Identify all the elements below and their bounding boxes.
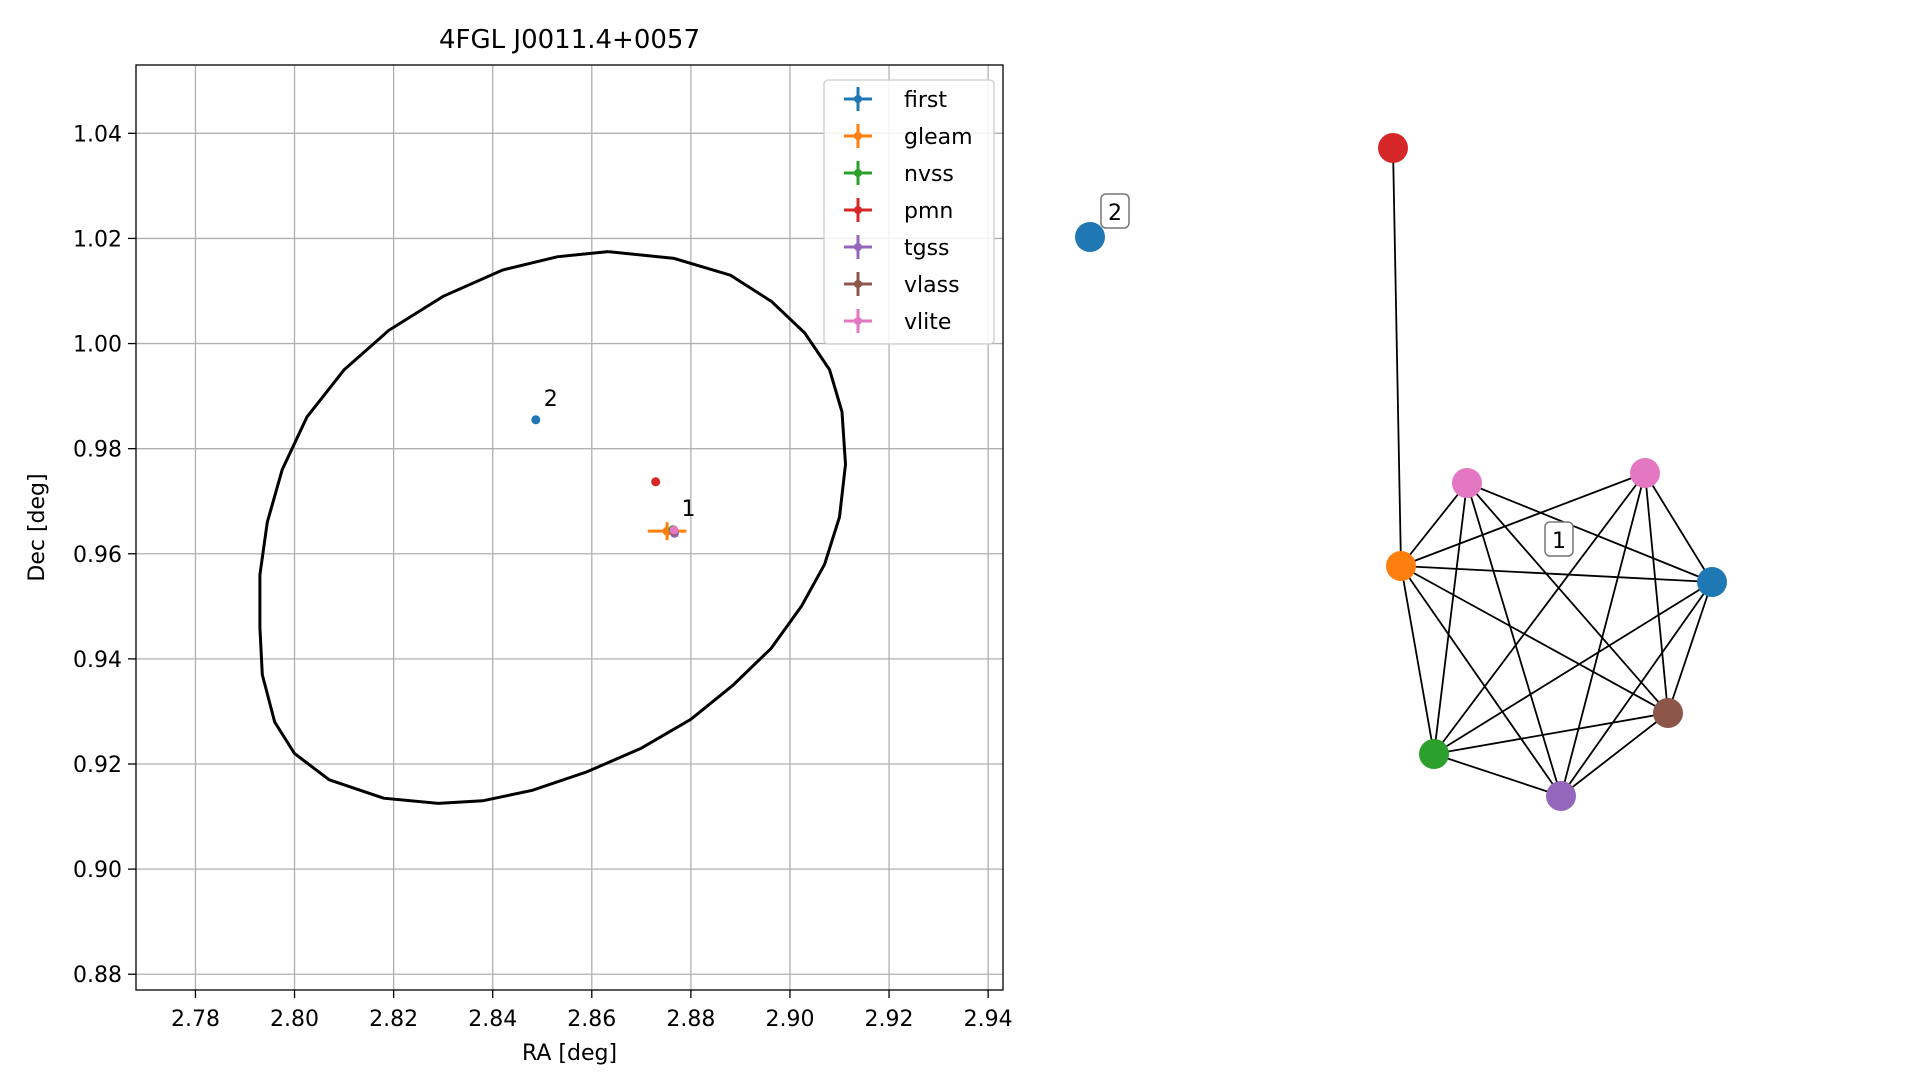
legend-label: vlass: [904, 273, 960, 298]
legend-label: vlite: [904, 310, 951, 335]
x-tick-label: 2.94: [964, 1007, 1013, 1032]
network-edge: [1400, 472, 1646, 567]
x-tick-label: 2.90: [765, 1007, 814, 1032]
network-nodes: [1075, 133, 1727, 811]
network-edge: [1433, 712, 1669, 755]
svg-text:1: 1: [1552, 529, 1566, 554]
x-tick-label: 2.82: [369, 1007, 418, 1032]
network-node: [1386, 551, 1416, 581]
y-axis-label: Dec [deg]: [25, 473, 50, 581]
network-node: [1075, 222, 1105, 252]
legend-label: tgss: [904, 236, 950, 261]
network-edge: [1560, 712, 1669, 797]
network-node: [1419, 739, 1449, 769]
match-network-graph: 12: [1075, 133, 1727, 811]
network-edge: [1644, 472, 1669, 714]
x-tick-label: 2.92: [865, 1007, 914, 1032]
network-edge: [1392, 147, 1402, 567]
network-edge: [1433, 472, 1646, 755]
network-node: [1452, 468, 1482, 498]
svg-text:2: 2: [1108, 201, 1122, 226]
network-edge: [1400, 565, 1669, 714]
localization-ellipse: [258, 250, 848, 805]
y-tick-label: 0.96: [73, 543, 122, 568]
component-label: 2: [1100, 193, 1130, 229]
network-edges: [1392, 147, 1713, 797]
y-tick-label: 0.90: [73, 858, 122, 883]
y-tick-label: 1.02: [73, 227, 122, 252]
y-tick-label: 0.94: [73, 648, 122, 673]
x-tick-label: 2.78: [171, 1007, 220, 1032]
network-node: [1546, 781, 1576, 811]
annotation-label: 2: [544, 387, 558, 412]
legend-item-gleam: gleam: [844, 124, 973, 150]
network-edge: [1466, 482, 1713, 583]
component-label: 1: [1544, 521, 1574, 557]
network-edge: [1560, 581, 1713, 797]
network-node: [1630, 458, 1660, 488]
legend-item-tgss: tgss: [844, 235, 950, 261]
x-axis-ticks: 2.78 2.80 2.82 2.84 2.86 2.88 2.90 2.92 2.94: [171, 990, 1013, 1032]
legend-item-vlite: vlite: [844, 309, 951, 335]
network-node: [1378, 133, 1408, 163]
point-annotations: 12: [544, 387, 696, 522]
y-tick-label: 0.98: [73, 438, 122, 463]
y-axis-ticks: 0.88 0.90 0.92 0.94 0.96 0.98 1.00 1.02 1.04: [73, 122, 136, 988]
network-edge: [1400, 565, 1562, 797]
legend: first gleam nvss pmn tgss vlass vlite: [823, 79, 995, 345]
network-edge: [1466, 482, 1669, 714]
chart-title: 4FGL J0011.4+0057: [439, 25, 700, 55]
x-tick-label: 2.80: [270, 1007, 319, 1032]
y-tick-label: 0.92: [73, 753, 122, 778]
x-axis-label: RA [deg]: [522, 1041, 617, 1066]
legend-label: pmn: [904, 199, 953, 224]
legend-label: nvss: [904, 162, 954, 187]
point-pmn: [651, 477, 661, 487]
error-ellipse: [258, 250, 848, 805]
point-vlite: [669, 525, 679, 535]
legend-box: [823, 79, 995, 345]
network-edge: [1400, 482, 1468, 567]
network-edge: [1667, 581, 1713, 714]
y-tick-label: 1.00: [73, 333, 122, 358]
legend-label: gleam: [904, 125, 973, 150]
network-edge: [1560, 472, 1646, 797]
network-edge: [1466, 482, 1562, 797]
plot-frame: [135, 64, 1004, 991]
x-tick-label: 2.88: [666, 1007, 715, 1032]
annotation-label: 1: [682, 497, 696, 522]
network-node: [1653, 698, 1683, 728]
network-edge: [1433, 581, 1713, 755]
marker: [669, 525, 679, 535]
grid: [136, 65, 1003, 990]
network-edge: [1433, 753, 1562, 797]
legend-item-vlass: vlass: [844, 272, 960, 298]
point-gleam: [647, 522, 687, 541]
point-first: [531, 415, 541, 425]
legend-item-pmn: pmn: [844, 198, 953, 224]
y-tick-label: 1.04: [73, 122, 122, 147]
legend-item-nvss: nvss: [844, 161, 954, 187]
legend-label: first: [904, 88, 947, 113]
network-edge: [1433, 482, 1468, 755]
y-tick-label: 0.88: [73, 963, 122, 988]
marker: [651, 477, 661, 487]
sky-position-plot: 12 2.78 2.80 2.82 2.84 2.86 2.88 2.90 2.92 2.94 …: [25, 25, 1013, 1066]
network-edge: [1400, 565, 1435, 755]
source-points: [531, 415, 687, 541]
x-tick-label: 2.84: [468, 1007, 517, 1032]
network-edge: [1400, 565, 1713, 583]
component-labels: 12: [1100, 193, 1574, 557]
network-edge: [1644, 472, 1713, 583]
marker: [531, 415, 541, 425]
network-node: [1697, 567, 1727, 597]
x-tick-label: 2.86: [567, 1007, 616, 1032]
legend-item-first: first: [844, 87, 947, 113]
